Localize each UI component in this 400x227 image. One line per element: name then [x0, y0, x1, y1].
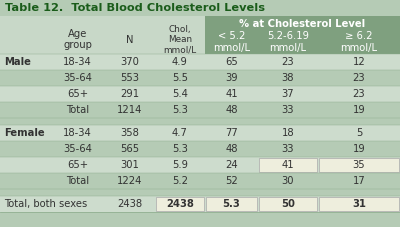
Text: 39: 39 — [225, 73, 238, 83]
Bar — [319, 197, 399, 211]
Text: 48: 48 — [225, 105, 238, 115]
Text: 18-34: 18-34 — [63, 128, 92, 138]
Text: 358: 358 — [120, 128, 140, 138]
Text: 23: 23 — [353, 73, 365, 83]
Bar — [319, 158, 399, 172]
Text: 50: 50 — [281, 199, 295, 209]
Text: Table 12.  Total Blood Cholesterol Levels: Table 12. Total Blood Cholesterol Levels — [5, 3, 265, 13]
Text: 52: 52 — [225, 176, 238, 186]
Text: 1214: 1214 — [117, 105, 143, 115]
Bar — [0, 173, 400, 189]
Text: Total: Total — [66, 176, 89, 186]
Text: 30: 30 — [282, 176, 294, 186]
Text: 65+: 65+ — [67, 89, 88, 99]
Bar — [0, 86, 400, 102]
Bar — [0, 189, 400, 196]
Text: 31: 31 — [352, 199, 366, 209]
Text: 5.4: 5.4 — [172, 89, 188, 99]
Text: % at Cholesterol Level: % at Cholesterol Level — [240, 19, 366, 29]
Text: Male: Male — [4, 57, 31, 67]
Bar — [0, 0, 400, 16]
Text: 291: 291 — [120, 89, 140, 99]
Text: 33: 33 — [282, 105, 294, 115]
Text: 565: 565 — [120, 144, 140, 154]
Text: 23: 23 — [353, 89, 365, 99]
Text: 33: 33 — [282, 144, 294, 154]
Text: 18: 18 — [282, 128, 294, 138]
Text: Total, both sexes: Total, both sexes — [4, 199, 87, 209]
Bar — [0, 54, 400, 70]
Text: 19: 19 — [353, 105, 365, 115]
Text: ≥ 6.2
mmol/L: ≥ 6.2 mmol/L — [340, 31, 378, 53]
Text: 35-64: 35-64 — [63, 144, 92, 154]
Text: Female: Female — [4, 128, 45, 138]
Bar — [0, 196, 400, 212]
Text: Age
group: Age group — [63, 29, 92, 50]
Text: 1224: 1224 — [117, 176, 143, 186]
Text: 41: 41 — [282, 160, 294, 170]
Bar — [205, 16, 400, 54]
Text: 5.3: 5.3 — [172, 105, 188, 115]
Text: 65+: 65+ — [67, 160, 88, 170]
Text: 12: 12 — [353, 57, 365, 67]
Bar — [0, 141, 400, 157]
Text: 38: 38 — [282, 73, 294, 83]
Text: 5.9: 5.9 — [172, 160, 188, 170]
Text: 4.9: 4.9 — [172, 57, 188, 67]
Text: 65: 65 — [225, 57, 238, 67]
Text: 553: 553 — [120, 73, 140, 83]
Text: 35: 35 — [353, 160, 365, 170]
Text: 4.7: 4.7 — [172, 128, 188, 138]
Text: 5.2: 5.2 — [172, 176, 188, 186]
Text: 5.3: 5.3 — [223, 199, 240, 209]
Text: 2438: 2438 — [166, 199, 194, 209]
Bar — [206, 197, 257, 211]
Text: 18-34: 18-34 — [63, 57, 92, 67]
Text: N: N — [126, 35, 134, 44]
Text: 77: 77 — [225, 128, 238, 138]
Bar — [259, 197, 317, 211]
Bar — [0, 102, 400, 118]
Bar — [259, 158, 317, 172]
Text: Total: Total — [66, 105, 89, 115]
Text: Chol,
Mean
mmol/L: Chol, Mean mmol/L — [164, 25, 196, 54]
Bar — [0, 157, 400, 173]
Bar — [0, 70, 400, 86]
Text: 5.5: 5.5 — [172, 73, 188, 83]
Bar — [0, 118, 400, 125]
Bar — [156, 197, 204, 211]
Bar — [0, 16, 205, 54]
Text: 37: 37 — [282, 89, 294, 99]
Text: < 5.2
mmol/L: < 5.2 mmol/L — [213, 31, 250, 53]
Bar — [0, 125, 400, 141]
Text: 41: 41 — [225, 89, 238, 99]
Text: 24: 24 — [225, 160, 238, 170]
Text: 5.3: 5.3 — [172, 144, 188, 154]
Text: 23: 23 — [282, 57, 294, 67]
Text: 5: 5 — [356, 128, 362, 138]
Text: 301: 301 — [120, 160, 140, 170]
Text: 2438: 2438 — [118, 199, 142, 209]
Text: 19: 19 — [353, 144, 365, 154]
Text: 48: 48 — [225, 144, 238, 154]
Text: 35-64: 35-64 — [63, 73, 92, 83]
Text: 370: 370 — [120, 57, 140, 67]
Text: 17: 17 — [353, 176, 365, 186]
Text: 5.2-6.19
mmol/L: 5.2-6.19 mmol/L — [267, 31, 309, 53]
